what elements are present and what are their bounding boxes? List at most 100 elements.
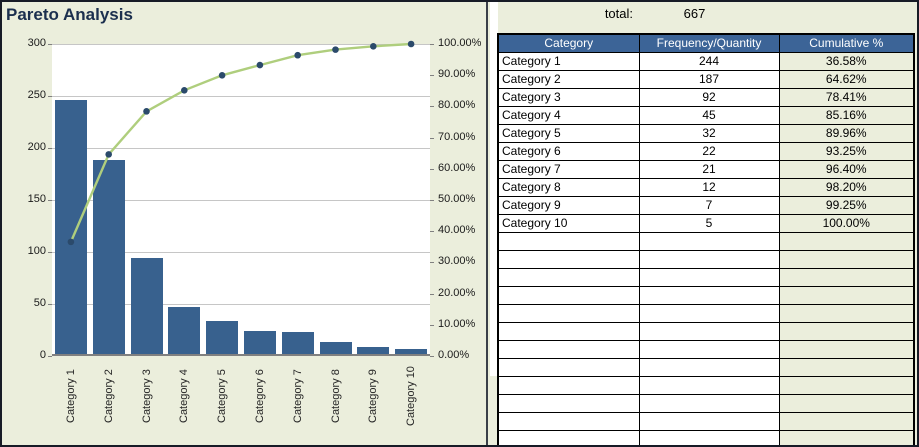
cell[interactable]: 64.62% <box>778 69 915 89</box>
x-axis-category-label: Category 3 <box>140 369 153 423</box>
bar-category-3 <box>130 258 163 354</box>
cell[interactable]: 98.20% <box>778 177 915 197</box>
cell[interactable]: 45 <box>638 105 780 125</box>
right-axis-tick-label: 50.00% <box>438 193 476 205</box>
right-axis-tick <box>430 75 434 77</box>
cell[interactable] <box>638 267 780 287</box>
cell[interactable] <box>778 393 915 413</box>
cell[interactable]: Category 2 <box>497 69 640 89</box>
cell[interactable]: Category 7 <box>497 159 640 179</box>
right-axis-tick-label: 40.00% <box>438 224 476 237</box>
cell[interactable] <box>638 357 780 377</box>
x-axis-category-label: Category 5 <box>216 369 229 423</box>
cell[interactable] <box>497 339 640 359</box>
cell[interactable] <box>778 303 915 323</box>
table-row-empty <box>497 303 915 323</box>
cell[interactable] <box>497 231 640 251</box>
cell[interactable] <box>497 357 640 377</box>
cell[interactable]: 100.00% <box>778 213 915 233</box>
cell[interactable] <box>778 249 915 269</box>
cell[interactable] <box>638 321 780 341</box>
cell[interactable]: 99.25% <box>778 195 915 215</box>
cell[interactable] <box>638 411 780 431</box>
cell[interactable] <box>638 249 780 269</box>
table-row-empty <box>497 411 915 431</box>
cell[interactable]: 96.40% <box>778 159 915 179</box>
cell[interactable] <box>497 393 640 413</box>
cell[interactable] <box>497 303 640 323</box>
cell[interactable] <box>638 339 780 359</box>
cell[interactable]: 21 <box>638 159 780 179</box>
cell[interactable] <box>497 429 640 445</box>
cell[interactable]: 22 <box>638 141 780 161</box>
table-row-empty <box>497 285 915 305</box>
column-header-frequency[interactable]: Frequency/Quantity <box>638 33 780 53</box>
cell[interactable] <box>638 285 780 305</box>
gridline <box>52 304 430 305</box>
cell[interactable]: 85.16% <box>778 105 915 125</box>
left-axis-tick <box>48 148 52 149</box>
cell[interactable] <box>778 321 915 341</box>
cell[interactable]: 7 <box>638 195 780 215</box>
table-row-empty <box>497 357 915 377</box>
x-axis-category-label: Category 2 <box>102 369 115 423</box>
gridline <box>52 148 430 149</box>
cell[interactable]: Category 3 <box>497 87 640 107</box>
cell[interactable]: 12 <box>638 177 780 197</box>
cell[interactable] <box>778 267 915 287</box>
cell[interactable] <box>778 339 915 359</box>
cell[interactable]: Category 6 <box>497 141 640 161</box>
table-row-empty <box>497 231 915 251</box>
left-axis-tick <box>48 200 52 201</box>
table-row: Category 2 187 64.62% <box>497 69 915 89</box>
cell[interactable] <box>638 429 780 445</box>
left-axis-tick <box>48 304 52 305</box>
x-axis-category-label: Category 1 <box>64 369 77 423</box>
cell[interactable] <box>778 411 915 431</box>
cell[interactable]: 36.58% <box>778 51 915 71</box>
bar-category-4 <box>168 307 201 354</box>
cell[interactable] <box>497 285 640 305</box>
cell[interactable]: 78.41% <box>778 87 915 107</box>
cell[interactable] <box>497 249 640 269</box>
column-header-category[interactable]: Category <box>497 33 640 53</box>
table-row-empty <box>497 393 915 413</box>
cell[interactable]: 89.96% <box>778 123 915 143</box>
cell[interactable]: Category 4 <box>497 105 640 125</box>
cell[interactable]: 92 <box>638 87 780 107</box>
cell[interactable] <box>638 393 780 413</box>
cell[interactable]: 187 <box>638 69 780 89</box>
table-row: Category 6 22 93.25% <box>497 141 915 161</box>
cell[interactable]: 32 <box>638 123 780 143</box>
cell[interactable]: 93.25% <box>778 141 915 161</box>
cell[interactable]: Category 10 <box>497 213 640 233</box>
right-axis-tick <box>430 200 434 201</box>
left-axis-tick-label: 0 <box>39 349 46 361</box>
cell[interactable] <box>497 411 640 431</box>
right-axis-tick-label: 10.00% <box>438 317 476 330</box>
cell[interactable] <box>778 429 915 445</box>
total-value-cell[interactable]: 667 <box>683 6 706 21</box>
column-header-cumulative[interactable]: Cumulative % <box>778 33 915 53</box>
cell[interactable]: 5 <box>638 213 780 233</box>
cell[interactable]: Category 8 <box>497 177 640 197</box>
table-row: Category 9 7 99.25% <box>497 195 915 215</box>
cell[interactable] <box>778 375 915 395</box>
cell[interactable]: Category 5 <box>497 123 640 143</box>
cell[interactable] <box>778 357 915 377</box>
cell[interactable] <box>638 231 780 251</box>
cell[interactable] <box>497 321 640 341</box>
cell[interactable]: Category 1 <box>497 51 640 71</box>
cell[interactable] <box>778 285 915 305</box>
table-row: Category 4 45 85.16% <box>497 105 915 125</box>
cell[interactable] <box>638 303 780 323</box>
right-axis-tick <box>430 293 434 295</box>
cell[interactable] <box>638 375 780 395</box>
cell[interactable] <box>497 375 640 395</box>
cell[interactable]: 244 <box>638 51 780 71</box>
cell[interactable] <box>497 267 640 287</box>
left-axis-tick-label: 150 <box>27 193 46 205</box>
bar-category-8 <box>319 341 352 354</box>
cell[interactable]: Category 9 <box>497 195 640 215</box>
cell[interactable] <box>778 231 915 251</box>
